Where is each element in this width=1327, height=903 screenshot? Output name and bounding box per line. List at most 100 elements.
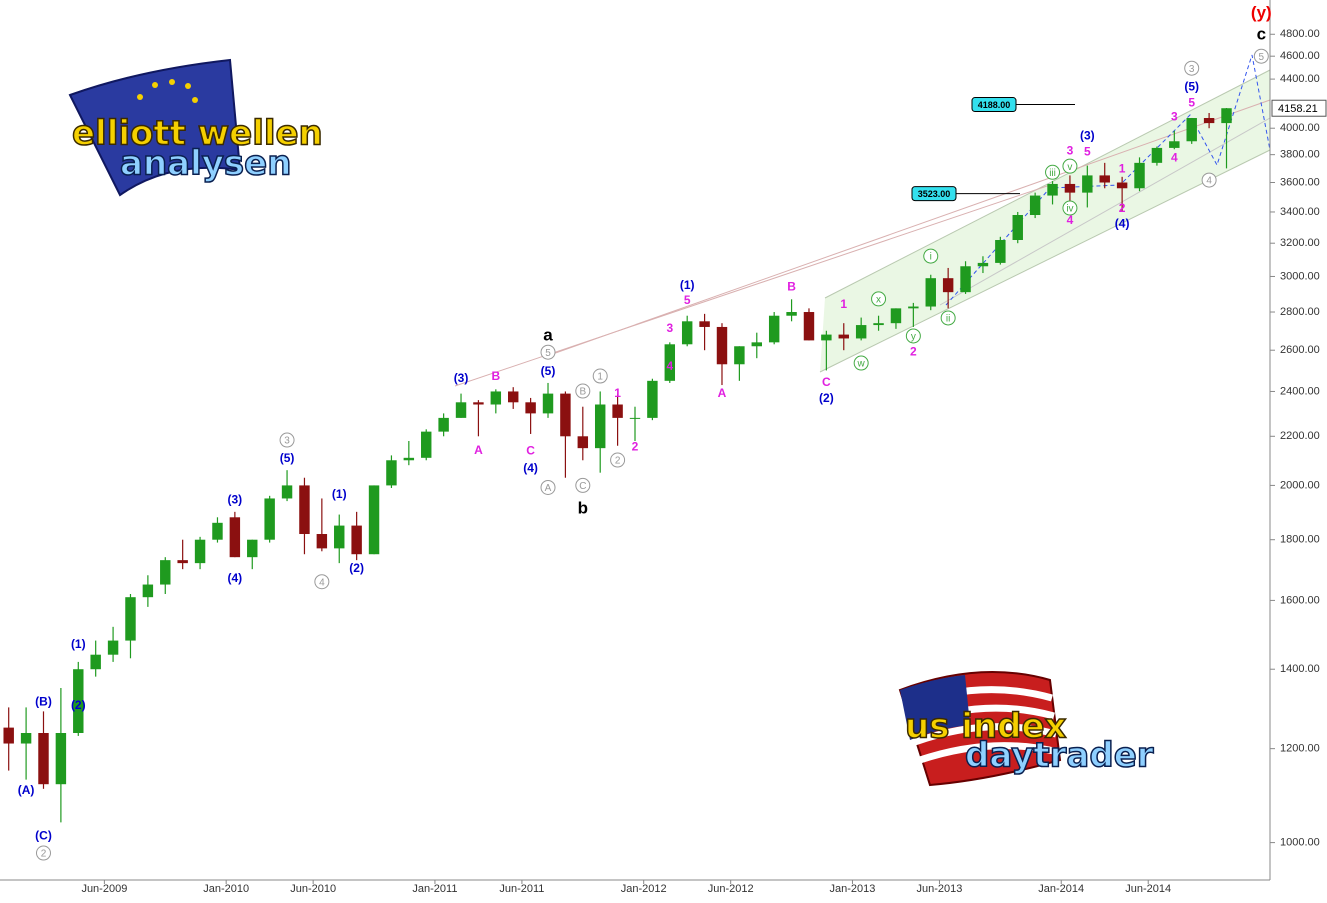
wave-circle [610,452,626,468]
candle-body [890,308,902,324]
candle-body [681,321,693,345]
wave-circle [1062,200,1078,216]
candle-body [264,498,275,540]
candle-body [142,584,154,598]
level-box [971,97,1017,113]
candle-body [351,525,362,555]
wave-circle [1045,164,1061,180]
candle-body [90,654,101,670]
y-tick-label: 1800.00 [1280,534,1320,546]
wave-label: iii [1049,168,1056,179]
candle-body [925,278,936,307]
candle-body [3,727,14,744]
candle-body [664,344,676,381]
candle-body [1029,195,1041,216]
candle-body [281,485,293,499]
y-tick-label: 3200.00 [1280,237,1320,249]
candle-body [716,326,728,365]
candle-body [316,534,328,549]
candle-body [455,402,467,418]
wave-circle [540,479,556,495]
y-tick-label: 2400.00 [1280,385,1320,397]
wave-label: (2) [71,698,86,712]
candle-body [629,417,641,419]
y-tick-label: 3800.00 [1280,149,1320,161]
wave-label: A [718,386,727,400]
wave-label: C [526,444,535,458]
price-label: 4158.21 [1278,103,1318,115]
wave-label: 2 [615,456,621,467]
wave-label: 3 [284,436,290,447]
wave-label: (3) [228,493,243,507]
x-tick-label: Jun-2010 [290,883,336,895]
x-tick-label: Jun-2009 [81,883,127,895]
candle-body [855,325,867,339]
wave-label: 1 [597,372,603,383]
wave-circle [940,310,956,326]
wave-label: 4 [319,577,325,588]
wave-circle [575,477,591,493]
x-tick-label: Jan-2013 [830,883,876,895]
candle-body [160,560,171,585]
wave-label: (1) [71,637,86,651]
trend-line [546,99,1271,357]
wave-circle [314,574,330,590]
wave-label: (4) [523,461,538,475]
wave-label: A [545,483,552,494]
wave-label: 2 [910,344,917,358]
wave-label: C [822,375,831,389]
wave-label: 4 [666,359,673,373]
candle-body [1082,175,1093,193]
wave-label: 1 [614,386,621,400]
wave-label: 3 [1171,109,1178,123]
trend-line [939,117,1271,306]
wave-label: 3 [1067,143,1074,157]
wave-label: 4 [1067,213,1074,227]
wave-circle [540,344,556,360]
candle-body [942,278,954,293]
wave-label: 5 [1259,52,1265,63]
candle-body [995,239,1006,263]
candle-body [55,732,67,785]
candle-body [368,485,380,555]
candle-body [1134,162,1145,189]
candle-body [212,522,223,540]
candle-body [647,380,658,418]
x-tick-label: Jun-2014 [1125,883,1171,895]
wave-label: 5 [545,348,551,359]
candle-body [473,402,484,405]
y-tick-label: 1400.00 [1280,663,1320,675]
candle-body [734,346,745,365]
x-tick-label: Jan-2014 [1038,883,1084,895]
wave-label: 5 [684,293,691,307]
wave-label: a [543,325,553,344]
wave-label: A [474,443,483,457]
wave-label: (A) [18,783,35,797]
y-tick-label: 2800.00 [1280,306,1320,318]
wave-circle [35,845,51,861]
candle-body [421,431,432,458]
x-tick-label: Jan-2010 [203,883,249,895]
candle-body [1221,108,1232,124]
y-tick-label: 2600.00 [1280,344,1320,356]
wave-circle [1184,60,1200,76]
level-label: 3523.00 [918,189,951,199]
wave-circle [1201,172,1217,188]
candle-body [577,436,589,449]
y-tick-label: 3600.00 [1280,176,1320,188]
candle-body [73,669,84,733]
wave-circle [1253,48,1269,64]
wave-label: c [1257,25,1266,44]
wave-circle [905,328,921,344]
wave-label: 2 [41,849,47,860]
candle-body [1099,175,1110,183]
candle-body [977,262,989,267]
wave-label: 4 [1171,150,1178,164]
candle-body [403,457,415,461]
candle-body [194,539,206,564]
candle-body [1047,183,1058,196]
candle-body [1186,118,1197,142]
wave-label: x [876,295,881,306]
wave-label: (1) [332,487,347,501]
